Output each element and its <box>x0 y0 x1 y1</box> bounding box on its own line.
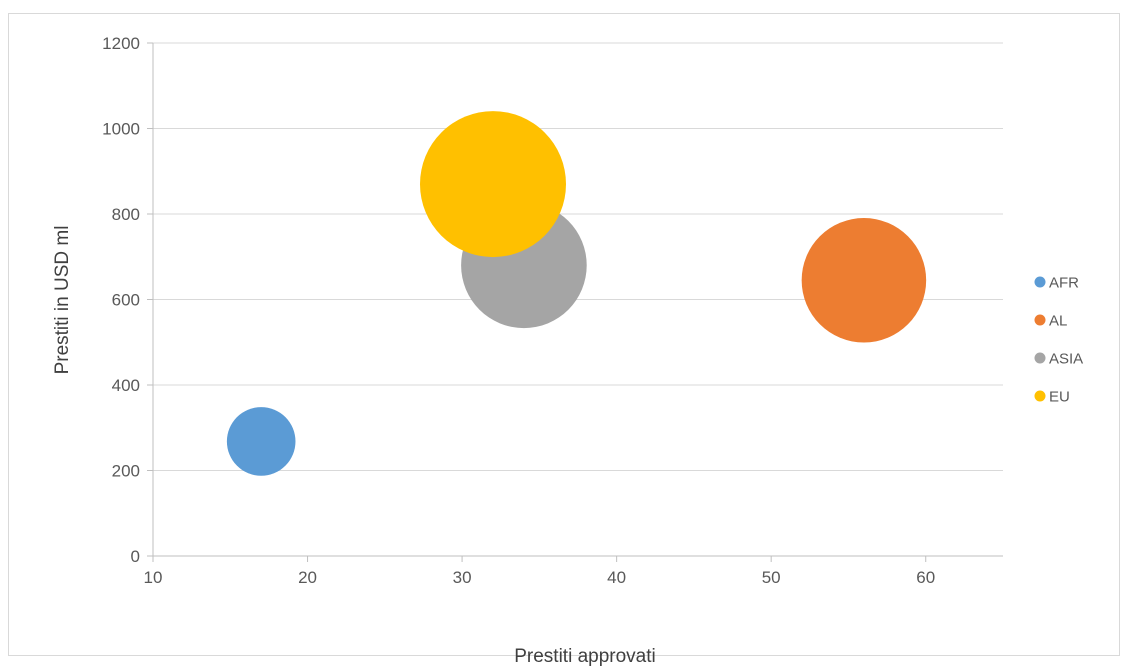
y-tick-label: 1200 <box>102 34 140 53</box>
y-axis-title: Prestiti in USD ml <box>52 226 73 375</box>
legend-marker-eu <box>1034 390 1046 402</box>
legend-label-afr: AFR <box>1049 275 1079 292</box>
legend-label-asia: ASIA <box>1049 351 1083 368</box>
y-tick-label: 800 <box>112 205 140 224</box>
x-tick-label: 20 <box>298 568 317 587</box>
x-tick-label: 50 <box>762 568 781 587</box>
y-tick-label: 400 <box>112 376 140 395</box>
x-tick-label: 30 <box>453 568 472 587</box>
axes <box>147 42 1003 562</box>
gridlines <box>153 42 1003 471</box>
legend-marker-asia <box>1034 352 1046 364</box>
y-tick-label: 200 <box>112 462 140 481</box>
y-tick-label: 1000 <box>102 120 140 139</box>
x-tick-label: 40 <box>607 568 626 587</box>
legend-label-eu: EU <box>1049 389 1070 406</box>
bubble-afr <box>226 407 296 476</box>
y-tick-label: 0 <box>131 547 140 566</box>
chart-frame <box>8 13 1120 656</box>
bubble-eu <box>420 111 566 258</box>
legend-marker-al <box>1034 314 1046 326</box>
bubbles <box>226 111 927 476</box>
x-tick-label: 10 <box>144 568 163 587</box>
bubble-al <box>801 218 927 343</box>
legend-marker-afr <box>1034 276 1046 288</box>
x-tick-labels: 10 20 30 40 50 60 <box>144 568 936 587</box>
legend-label-al: AL <box>1049 313 1067 330</box>
y-tick-labels: 0 200 400 600 800 1000 1200 <box>102 34 140 566</box>
x-axis-title: Prestiti approvati <box>514 646 656 667</box>
y-tick-label: 600 <box>112 291 140 310</box>
legend: AFR AL ASIA EU <box>1034 275 1083 406</box>
x-tick-label: 60 <box>916 568 935 587</box>
